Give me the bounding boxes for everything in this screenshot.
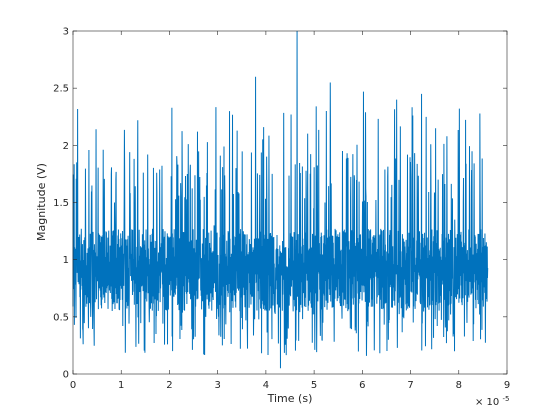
y-tick-label: 3 (63, 27, 69, 38)
x-tick-label: 1 (118, 380, 124, 391)
x-tick-label: 9 (504, 380, 510, 391)
x-tick-label: 0 (70, 380, 76, 391)
x-tick-label: 6 (359, 380, 365, 391)
x-axis-exponent-base: × 10 (475, 397, 499, 408)
y-tick-label: 2.5 (53, 84, 69, 95)
y-tick-label: 0 (63, 370, 69, 381)
x-tick-label: 4 (263, 380, 269, 391)
x-tick-label: 2 (166, 380, 172, 391)
y-axis-ticks: 0 0.5 1 1.5 2 2.5 3 (53, 27, 507, 381)
x-tick-label: 5 (311, 380, 317, 391)
x-tick-label: 8 (456, 380, 462, 391)
x-axis-exponent-power: -5 (502, 395, 509, 403)
y-tick-label: 0.5 (53, 312, 69, 323)
x-tick-label: 3 (214, 380, 220, 391)
y-axis-label: Magnitude (V) (35, 163, 48, 241)
y-tick-label: 1.5 (53, 198, 69, 209)
x-axis-exponent: × 10 -5 (475, 395, 509, 408)
signal-series-line (72, 30, 489, 369)
y-tick-label: 2 (63, 141, 69, 152)
y-tick-label: 1 (63, 255, 69, 266)
x-tick-label: 7 (407, 380, 413, 391)
x-axis-label: Time (s) (267, 392, 313, 405)
data-layer (72, 30, 489, 369)
x-axis-ticks: 0 1 2 3 4 5 6 7 8 9 (70, 31, 510, 391)
